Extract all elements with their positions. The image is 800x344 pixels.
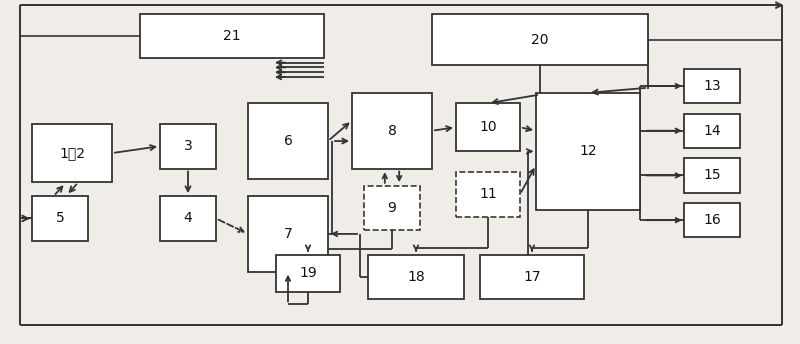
Text: 9: 9 xyxy=(387,201,397,215)
Text: 17: 17 xyxy=(523,270,541,284)
Text: 10: 10 xyxy=(479,120,497,134)
Text: 16: 16 xyxy=(703,213,721,227)
Bar xyxy=(140,14,324,58)
Text: 20: 20 xyxy=(531,33,549,46)
Bar xyxy=(684,158,740,193)
Bar xyxy=(32,124,112,182)
Text: 7: 7 xyxy=(284,227,292,241)
Bar xyxy=(432,14,648,65)
Bar xyxy=(160,124,216,169)
Text: 4: 4 xyxy=(184,212,192,225)
Text: 3: 3 xyxy=(184,139,192,153)
Text: 18: 18 xyxy=(407,270,425,284)
Text: 1、2: 1、2 xyxy=(59,146,85,160)
Bar xyxy=(276,255,340,292)
Bar xyxy=(32,196,88,241)
Text: 8: 8 xyxy=(387,124,397,138)
Bar xyxy=(368,255,464,299)
Text: 15: 15 xyxy=(703,169,721,182)
Text: 11: 11 xyxy=(479,187,497,201)
Bar xyxy=(480,255,584,299)
Text: 5: 5 xyxy=(56,212,64,225)
Bar xyxy=(248,196,328,272)
Bar xyxy=(684,114,740,148)
Text: 6: 6 xyxy=(283,134,293,148)
Bar xyxy=(456,172,520,217)
Text: 12: 12 xyxy=(579,144,597,158)
Bar xyxy=(684,203,740,237)
Bar xyxy=(456,103,520,151)
Text: 19: 19 xyxy=(299,267,317,280)
Text: 13: 13 xyxy=(703,79,721,93)
Bar xyxy=(364,186,420,230)
Text: 14: 14 xyxy=(703,124,721,138)
Bar xyxy=(352,93,432,169)
Bar xyxy=(684,69,740,103)
Bar xyxy=(248,103,328,179)
Text: 21: 21 xyxy=(223,29,241,43)
Bar xyxy=(536,93,640,210)
Bar xyxy=(160,196,216,241)
